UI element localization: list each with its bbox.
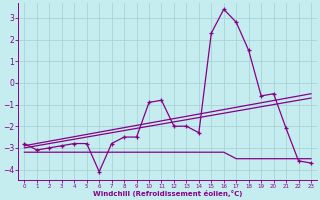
X-axis label: Windchill (Refroidissement éolien,°C): Windchill (Refroidissement éolien,°C) <box>93 190 242 197</box>
